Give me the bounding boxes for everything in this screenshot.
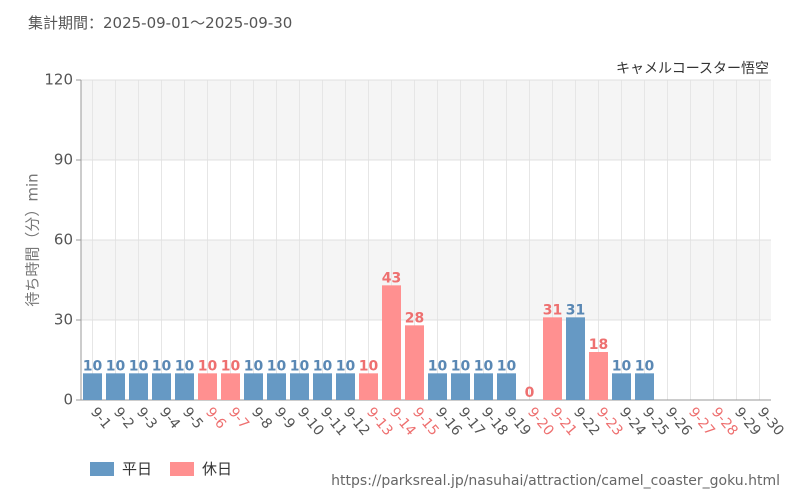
data-label-9-4: 10	[152, 358, 172, 374]
x-tick-label-9-3: 9-3	[133, 404, 160, 432]
bar-9-2	[106, 373, 125, 400]
y-tick-label: 60	[54, 231, 73, 249]
legend-swatch-holiday	[170, 461, 195, 476]
data-label-9-19: 10	[497, 358, 517, 374]
bar-9-3	[129, 373, 148, 400]
bar-9-16	[428, 373, 447, 400]
legend-label-weekday: 平日	[122, 460, 153, 478]
data-label-9-22: 31	[566, 302, 585, 318]
source-url-link[interactable]: https://parksreal.jp/nasuhai/attraction/…	[331, 473, 780, 489]
plot-band	[81, 80, 771, 160]
bar-9-6	[198, 373, 217, 400]
bar-9-21	[543, 317, 562, 400]
data-label-9-1: 10	[83, 358, 103, 374]
bar-9-22	[566, 317, 585, 400]
plot-band	[81, 160, 771, 240]
plot-band	[81, 320, 771, 400]
legend: 平日 休日	[90, 458, 232, 479]
bar-9-11	[313, 373, 332, 400]
period-label: 集計期間：2025-09-01～2025-09-30	[28, 14, 293, 32]
legend-swatch-weekday	[90, 461, 114, 476]
data-label-9-9: 10	[267, 358, 287, 374]
bar-9-4	[152, 373, 171, 400]
data-label-9-21: 31	[543, 302, 562, 318]
y-tick-label: 0	[63, 391, 73, 409]
data-label-9-24: 10	[612, 358, 632, 374]
data-label-9-2: 10	[106, 358, 126, 374]
data-label-9-20: 0	[525, 385, 535, 401]
bar-9-5	[175, 373, 194, 400]
data-label-9-3: 10	[129, 358, 149, 374]
data-label-9-10: 10	[290, 358, 310, 374]
data-label-9-17: 10	[451, 358, 471, 374]
bar-9-9	[267, 373, 286, 400]
bar-9-12	[336, 373, 355, 400]
x-tick-label-9-4: 9-4	[156, 404, 183, 432]
x-tick-label-9-9: 9-9	[271, 404, 298, 432]
legend-item-weekday: 平日	[90, 458, 152, 479]
data-label-9-23: 18	[589, 337, 608, 353]
bar-9-18	[474, 373, 493, 400]
bar-9-17	[451, 373, 470, 400]
x-tick-label-9-5: 9-5	[179, 404, 206, 432]
data-label-9-13: 10	[359, 358, 379, 374]
y-axis-label: 待ち時間（分）min	[23, 173, 42, 307]
y-tick-label: 90	[54, 151, 73, 169]
x-tick-label-9-2: 9-2	[110, 404, 137, 432]
bar-9-7	[221, 373, 240, 400]
data-label-9-12: 10	[336, 358, 356, 374]
data-label-9-16: 10	[428, 358, 448, 374]
x-tick-label-9-1: 9-1	[87, 404, 114, 432]
bar-9-19	[497, 373, 516, 400]
data-label-9-8: 10	[244, 358, 264, 374]
bar-9-13	[359, 373, 378, 400]
legend-item-holiday: 休日	[170, 458, 232, 479]
data-label-9-11: 10	[313, 358, 333, 374]
bar-9-8	[244, 373, 263, 400]
x-tick-label-9-7: 9-7	[225, 404, 252, 432]
chart-title: キャメルコースター悟空	[616, 61, 769, 77]
plot-band	[81, 240, 771, 320]
data-label-9-15: 28	[405, 310, 424, 326]
bar-9-23	[589, 352, 608, 400]
bar-9-15	[405, 325, 424, 400]
y-tick-label: 30	[54, 311, 73, 329]
data-label-9-6: 10	[198, 358, 218, 374]
x-tick-label-9-6: 9-6	[202, 404, 229, 432]
data-label-9-5: 10	[175, 358, 195, 374]
y-tick-label: 120	[44, 71, 73, 89]
bar-9-14	[382, 285, 401, 400]
x-tick-label-9-8: 9-8	[248, 404, 275, 432]
data-label-9-18: 10	[474, 358, 494, 374]
bar-9-1	[83, 373, 102, 400]
data-label-9-7: 10	[221, 358, 241, 374]
bar-9-24	[612, 373, 631, 400]
legend-label-holiday: 休日	[202, 460, 233, 478]
data-label-9-25: 10	[635, 358, 655, 374]
data-label-9-14: 43	[382, 270, 401, 286]
bar-9-25	[635, 373, 654, 400]
bar-9-10	[290, 373, 309, 400]
